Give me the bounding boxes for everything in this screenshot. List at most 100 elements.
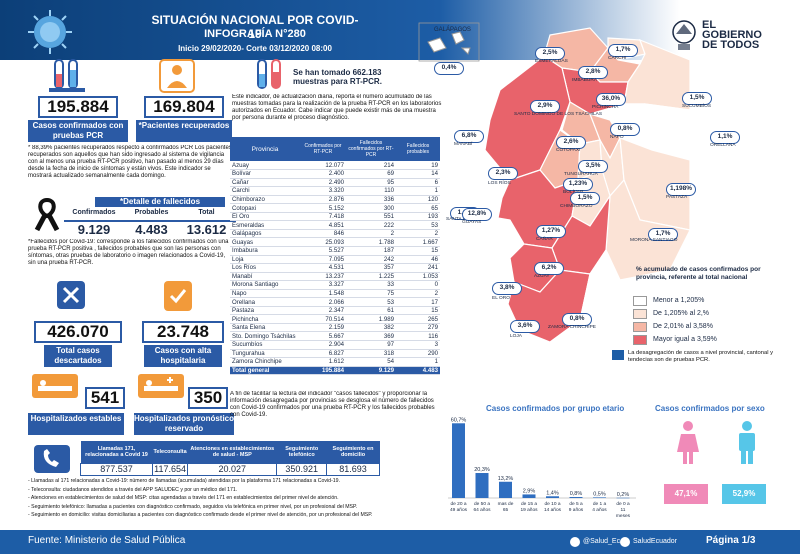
province-table: Provincia Confirmados por RT-PCR Falleci… xyxy=(230,137,440,376)
province-value-cell: 19 xyxy=(396,161,440,171)
age-bar xyxy=(499,481,512,498)
province-value-cell: 2.904 xyxy=(300,340,346,350)
province-value-cell: 3.320 xyxy=(300,186,346,196)
table-row: Azuay 12.077 214 19 xyxy=(230,161,440,171)
age-category-label: de 0 a xyxy=(616,501,630,507)
province-name-cell: Imbabura xyxy=(230,246,300,256)
age-category-label: 14 años xyxy=(544,507,562,513)
province-value-cell: 65 xyxy=(396,203,440,213)
province-name-cell: Chimborazo xyxy=(230,195,300,205)
page-title: SITUACIÓN NACIONAL POR COVID-19 xyxy=(151,13,359,41)
province-value-cell: 1.788 xyxy=(346,237,396,247)
age-chart: 60,7% de 20 a49 años 20,3% de 50 a64 años 13… xyxy=(448,417,636,519)
province-value-cell: 242 xyxy=(346,255,396,265)
table-row: Guayas 25.093 1.788 1.667 xyxy=(230,237,440,247)
calls-value-phone-followup: 350.921 xyxy=(276,462,328,476)
age-category-label: 65 xyxy=(503,507,509,513)
table-row: Sto. Domingo Tsáchilas 5.667 369 116 xyxy=(230,331,440,341)
province-value-cell: 6 xyxy=(396,178,440,188)
calls-value-home-followup: 81.693 xyxy=(326,462,380,476)
province-value-cell: 53 xyxy=(396,220,440,230)
province-value-cell: 2 xyxy=(346,229,396,239)
table-row: Loja 7.095 242 46 xyxy=(230,255,440,265)
province-name-cell: Sucumbíos xyxy=(230,340,300,350)
table-row: El Oro 7.418 551 193 xyxy=(230,212,440,222)
calls-note: - Llamadas al 171 relacionadas a Covid-1… xyxy=(28,478,341,484)
table-row: Imbabura 5.527 187 15 xyxy=(230,246,440,256)
province-value-cell: 2.347 xyxy=(300,306,346,316)
map-legend: Menor a 1,205% De 1,205% al 2,% De 2,01% a… xyxy=(633,294,783,346)
age-category-label: de 50 a xyxy=(474,501,490,507)
deaths-total-value: 13.612 xyxy=(186,222,227,237)
province-value-cell: 1.548 xyxy=(300,289,346,299)
map-region-santa-elena xyxy=(459,187,503,221)
province-name-cell: Sto. Domingo Tsáchilas xyxy=(230,331,300,341)
age-bar xyxy=(475,473,489,498)
hospital-reserved-value: 350 xyxy=(188,387,228,409)
discarded-test-icon xyxy=(57,281,85,309)
table-total-row: Total general 195.884 9.129 4.483 xyxy=(230,366,440,376)
province-value-cell: 5.152 xyxy=(300,203,346,213)
province-value-cell: 54 xyxy=(346,357,396,367)
map-region-percentage: 1,1% xyxy=(710,131,740,144)
province-value-cell: 13.237 xyxy=(300,272,346,282)
province-table-container: Provincia Confirmados por RT-PCR Falleci… xyxy=(230,137,440,376)
calls-value-171: 877.537 xyxy=(80,462,153,476)
age-bar-label: 0,2% xyxy=(617,492,630,498)
calls-value-teleconsult: 117.654 xyxy=(151,462,189,476)
hospital-stable-label: Hospitalizados estables xyxy=(28,413,124,435)
mourning-ribbon-icon xyxy=(34,197,60,232)
recovered-value: 169.804 xyxy=(144,96,224,118)
table-row: Bolívar 2.400 69 14 xyxy=(230,169,440,179)
province-name-cell: Bolívar xyxy=(230,169,300,179)
province-value-cell: 15 xyxy=(396,306,440,316)
table-row: Napo 1.548 75 2 xyxy=(230,289,440,299)
discharge-value: 23.748 xyxy=(142,321,224,343)
table-row: Cotopaxi 5.152 300 65 xyxy=(230,203,440,213)
recovered-note: * 88,39% pacientes recuperados respecto … xyxy=(28,145,232,179)
province-value-cell: 1.989 xyxy=(346,314,396,324)
sample-tubes-icon xyxy=(257,59,281,89)
phone-call-icon xyxy=(34,445,70,473)
female-icon xyxy=(677,421,699,464)
calls-note: - Seguimiento en domicilio: visitas domi… xyxy=(28,512,373,519)
map-note: La desagregación de casos a nivel provin… xyxy=(628,350,774,363)
province-value-cell: 2.876 xyxy=(300,195,346,205)
age-bar xyxy=(546,496,559,498)
province-value-cell: 120 xyxy=(396,195,440,205)
legend-swatch xyxy=(633,321,647,332)
twitter-icon xyxy=(570,537,580,547)
age-category-label: 64 años xyxy=(473,507,491,513)
hospital-bed-icon xyxy=(32,374,78,398)
table-row: Orellana 2.066 53 17 xyxy=(230,297,440,307)
footer-social-twitter[interactable]: @Salud_Ec xyxy=(583,538,621,545)
age-bar xyxy=(593,497,606,498)
province-value-cell: 1 xyxy=(396,357,440,367)
total-cell: 4.483 xyxy=(396,366,440,376)
legend-label: Mayor igual a 3,59% xyxy=(653,336,717,343)
table-row: Chimborazo 2.876 336 120 xyxy=(230,195,440,205)
province-value-cell: 290 xyxy=(396,349,440,359)
legend-item: Mayor igual a 3,59% xyxy=(633,333,783,346)
footer-social-facebook[interactable]: SaludEcuador xyxy=(633,538,677,545)
table-row: Cañar 2.490 95 6 xyxy=(230,178,440,188)
date-range: Inicio 29/02/2020- Corte 03/12/2020 08:0… xyxy=(178,44,332,53)
province-value-cell: 357 xyxy=(346,263,396,273)
total-cell: Total general xyxy=(230,366,300,376)
calls-note: - Seguimiento telefónico: llamadas a pac… xyxy=(28,503,358,510)
province-value-cell: 25.093 xyxy=(300,237,346,247)
province-name-cell: Santa Elena xyxy=(230,323,300,333)
province-value-cell: 33 xyxy=(346,280,396,290)
province-name-cell: Orellana xyxy=(230,297,300,307)
age-category-label: de 10 a xyxy=(544,501,560,507)
government-logo-text: EL GOBIERNO DE TODOS xyxy=(702,19,762,51)
province-value-cell: 265 xyxy=(396,314,440,324)
virus-icon xyxy=(28,10,72,54)
table-row: Los Ríos 4.531 357 241 xyxy=(230,263,440,273)
age-bar-label: 0,5% xyxy=(593,491,606,497)
recovered-person-icon xyxy=(159,59,195,93)
province-value-cell: 110 xyxy=(346,186,396,196)
calls-value-attentions: 20.027 xyxy=(187,462,278,476)
calls-table: Llamadas 171, relacionadas a Covid 19 Te… xyxy=(80,441,380,476)
total-cell: 195.884 xyxy=(300,366,346,376)
